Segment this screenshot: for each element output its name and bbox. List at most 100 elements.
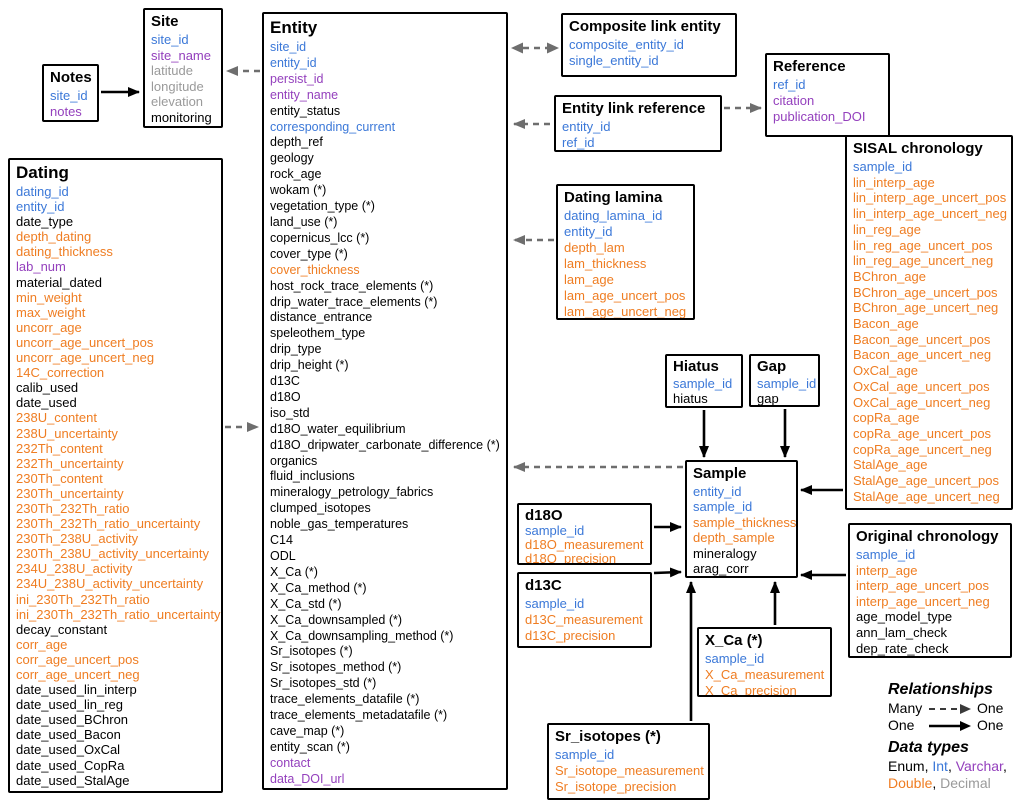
field-date_used: date_used	[16, 395, 77, 411]
legend-row-many-one: Many One	[888, 700, 1003, 717]
field-date_used_bchron: date_used_BChron	[16, 712, 129, 728]
field-copra_age_uncert_neg: copRa_age_uncert_neg	[853, 441, 992, 457]
field-date_used_lin_interp: date_used_lin_interp	[16, 682, 137, 698]
field-230th_232th_ratio: 230Th_232Th_ratio	[16, 500, 130, 516]
table-gap-fields: sample_id gap	[757, 376, 816, 406]
data-type-enum: Enum	[888, 758, 925, 774]
data-types-values: Enum, Int, Varchar, Double, Decimal	[888, 758, 1007, 791]
field-bchron_age_uncert_pos: BChron_age_uncert_pos	[853, 284, 998, 300]
field-odl: ODL	[270, 549, 296, 563]
table-sr-isotopes: Sr_isotopes (*) sample_id Sr_isotope_meas…	[547, 723, 710, 800]
table-dating-fields: dating_id entity_id date_type depth_dating d…	[16, 184, 221, 788]
legend-row-one-one: One One	[888, 717, 1003, 734]
legend-one-label: One	[977, 700, 1004, 716]
table-sisal-chronology-title: SISAL chronology	[853, 140, 983, 157]
legend-one-label: One	[977, 717, 1004, 733]
field-x_ca_method: X_Ca_method (*)	[270, 580, 367, 595]
table-reference-fields: ref_id citation publication_DOI	[773, 77, 882, 125]
field-d13c_measurement: d13C_measurement	[525, 612, 643, 627]
field-copernicus_lcc: copernicus_lcc (*)	[270, 230, 370, 245]
table-original-chronology-fields: sample_id interp_age interp_age_uncert_pos…	[856, 547, 1004, 656]
field-host_rock_trace_elements: host_rock_trace_elements (*)	[270, 278, 434, 293]
field-entity_id: entity_id	[270, 55, 317, 70]
field-oxcal_age_uncert_pos: OxCal_age_uncert_pos	[853, 378, 990, 394]
field-corr_age: corr_age	[16, 636, 68, 652]
table-dating-lamina-title: Dating lamina	[564, 189, 663, 206]
field-lam_thickness: lam_thickness	[564, 256, 647, 271]
field-ref_id: ref_id	[773, 77, 806, 92]
data-type-int: Int	[932, 758, 948, 774]
field-min_weight: min_weight	[16, 289, 82, 305]
field-rock_age: rock_age	[270, 167, 322, 182]
field-clumped_isotopes: clumped_isotopes	[270, 501, 371, 516]
field-corresponding_current: corresponding_current	[270, 119, 396, 134]
field-organics: organics	[270, 453, 318, 468]
field-x_ca_measurement: X_Ca_measurement	[705, 667, 825, 682]
table-notes-title: Notes	[50, 69, 92, 86]
field-stalage_age_uncert_neg: StalAge_age_uncert_neg	[853, 488, 1000, 504]
field-geology: geology	[270, 151, 314, 166]
field-depth_ref: depth_ref	[270, 135, 323, 150]
table-site-fields: site_id site_name latitude longitude elevati…	[151, 32, 215, 125]
field-trace_elements_metadatafile: trace_elements_metadatafile (*)	[270, 708, 448, 723]
field-entity_id: entity_id	[16, 199, 65, 215]
field-d13c: d13C	[270, 374, 300, 389]
field-longitude: longitude	[151, 78, 204, 94]
field-citation: citation	[773, 93, 815, 108]
field-234u_238u_activity_uncertainty: 234U_238U_activity_uncertainty	[16, 576, 204, 592]
field-sample_id: sample_id	[693, 499, 753, 515]
field-calib_used: calib_used	[16, 380, 79, 396]
data-type-decimal: Decimal	[940, 775, 991, 791]
field-d18o_measurement: d18O_measurement	[525, 537, 644, 552]
field-arag_corr: arag_corr	[693, 561, 749, 577]
field-entity_id: entity_id	[564, 224, 613, 239]
field-dating_lamina_id: dating_lamina_id	[564, 208, 663, 223]
field-lin_reg_age: lin_reg_age	[853, 221, 921, 237]
field-uncorr_age: uncorr_age	[16, 319, 82, 335]
table-sisal-chronology: SISAL chronology sample_id lin_interp_age…	[845, 135, 1013, 510]
legend-one-label: One	[888, 717, 915, 733]
field-site_id: site_id	[50, 88, 88, 103]
field-lam_age: lam_age	[564, 272, 614, 287]
field-trace_elements_datafile: trace_elements_datafile (*)	[270, 692, 420, 707]
field-ann_lam_check: ann_lam_check	[856, 624, 948, 640]
table-composite-link-entity-title: Composite link entity	[569, 18, 721, 35]
field-monitoring: monitoring	[151, 109, 212, 125]
field-sample_id: sample_id	[555, 747, 615, 762]
table-site: Site site_id site_name latitude longitude el…	[143, 8, 223, 128]
field-uncorr_age_uncert_neg: uncorr_age_uncert_neg	[16, 350, 155, 366]
table-dating-lamina: Dating lamina dating_lamina_id entity_id d…	[556, 184, 695, 320]
field-entity_scan: entity_scan (*)	[270, 739, 350, 754]
field-lin_interp_age_uncert_pos: lin_interp_age_uncert_pos	[853, 190, 1007, 206]
table-gap: Gap sample_id gap	[749, 354, 820, 407]
field-cover_thickness: cover_thickness	[270, 262, 360, 277]
field-x_ca: X_Ca (*)	[270, 564, 318, 579]
field-data_doi_url: data_DOI_url	[270, 771, 345, 786]
field-cave_map: cave_map (*)	[270, 723, 345, 738]
table-entity-fields: site_id entity_id persist_id entity_name ent…	[270, 40, 500, 788]
table-sample-fields: entity_id sample_id sample_thickness depth_…	[693, 484, 796, 577]
field-sr_isotopes_method: Sr_isotopes_method (*)	[270, 660, 402, 675]
field-entity_status: entity_status	[270, 103, 341, 118]
field-gap: gap	[757, 391, 779, 406]
field-lam_age_uncert_neg: lam_age_uncert_neg	[564, 304, 687, 319]
field-date_type: date_type	[16, 214, 74, 230]
field-sr_isotopes: Sr_isotopes (*)	[270, 644, 353, 659]
field-234u_238u_activity: 234U_238U_activity	[16, 561, 133, 577]
field-d18o_dripwater_carbonate_difference: d18O_dripwater_carbonate_difference (*)	[270, 437, 500, 452]
field-lam_age_uncert_pos: lam_age_uncert_pos	[564, 288, 686, 303]
field-copra_age: copRa_age	[853, 410, 920, 426]
table-site-title: Site	[151, 13, 179, 30]
field-dep_rate_check: dep_rate_check	[856, 640, 949, 656]
field-230th_232th_ratio_uncertainty: 230Th_232Th_ratio_uncertainty	[16, 516, 201, 532]
field-lin_interp_age_uncert_neg: lin_interp_age_uncert_neg	[853, 206, 1007, 222]
field-238u_content: 238U_content	[16, 410, 97, 426]
field-entity_id: entity_id	[693, 484, 742, 499]
data-type-double: Double	[888, 775, 933, 791]
field-sample_id: sample_id	[705, 651, 765, 666]
table-gap-title: Gap	[757, 358, 787, 375]
table-entity-link-reference-title: Entity link reference	[562, 100, 706, 117]
table-d13c: d13C sample_id d13C_measurement d13C_preci…	[517, 572, 652, 648]
field-vegetation_type: vegetation_type (*)	[270, 199, 375, 214]
